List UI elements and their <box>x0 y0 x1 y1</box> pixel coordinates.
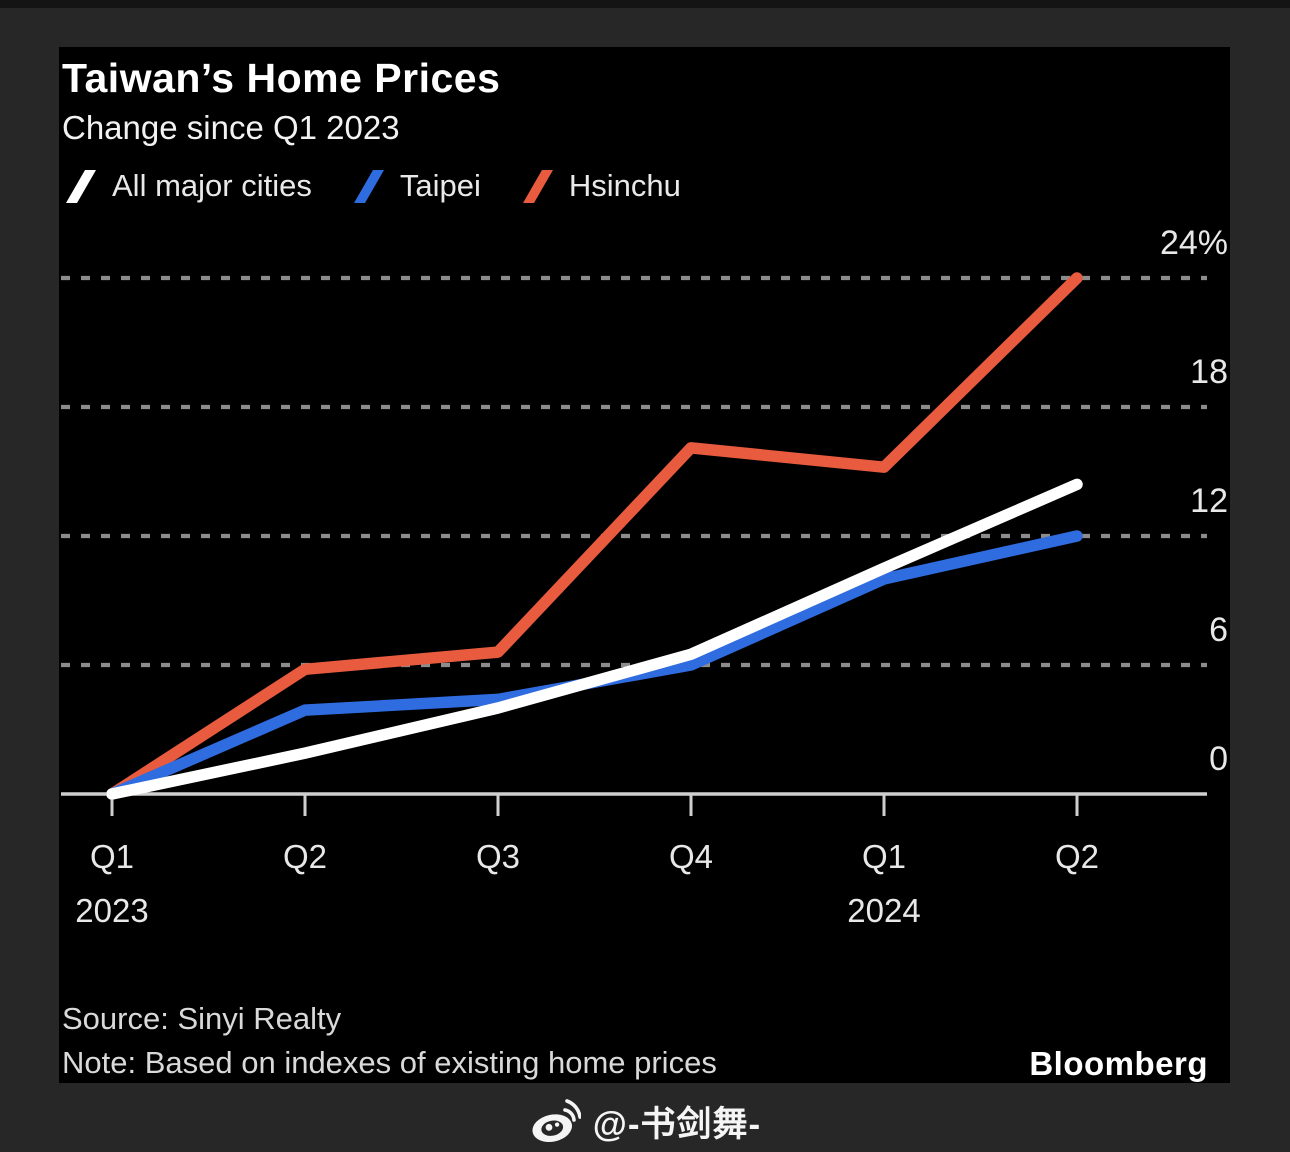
legend-item-taipei: Taipei <box>350 165 481 207</box>
legend-swatch-blue-icon <box>353 170 384 203</box>
top-strip <box>0 0 1290 8</box>
legend-label: All major cities <box>112 168 312 203</box>
source-note-block: Source: Sinyi Realty Note: Based on inde… <box>62 997 717 1085</box>
source-text: Source: Sinyi Realty <box>62 1001 342 1036</box>
legend-label: Taipei <box>399 168 481 203</box>
legend-swatch-white-icon <box>66 170 96 203</box>
note-text: Note: Based on indexes of existing home … <box>62 1045 717 1080</box>
weibo-icon <box>532 1099 581 1143</box>
watermark-handle: @-书剑舞- <box>592 1104 762 1144</box>
legend-item-all-major-cities: All major cities <box>62 165 312 207</box>
chart-subtitle: Change since Q1 2023 <box>62 109 400 146</box>
watermark: @-书剑舞- <box>0 1090 1290 1152</box>
legend-swatch-orange-icon <box>522 170 553 203</box>
legend-item-hsinchu: Hsinchu <box>519 165 681 207</box>
legend-label: Hsinchu <box>568 168 681 203</box>
chart-card: Taiwan’s Home Prices Change since Q1 202… <box>59 47 1230 1083</box>
chart-title: Taiwan’s Home Prices <box>62 55 501 101</box>
bloomberg-logo: Bloomberg <box>1029 1045 1208 1082</box>
chart-legend: All major cities Taipei Hsinchu <box>62 165 681 207</box>
